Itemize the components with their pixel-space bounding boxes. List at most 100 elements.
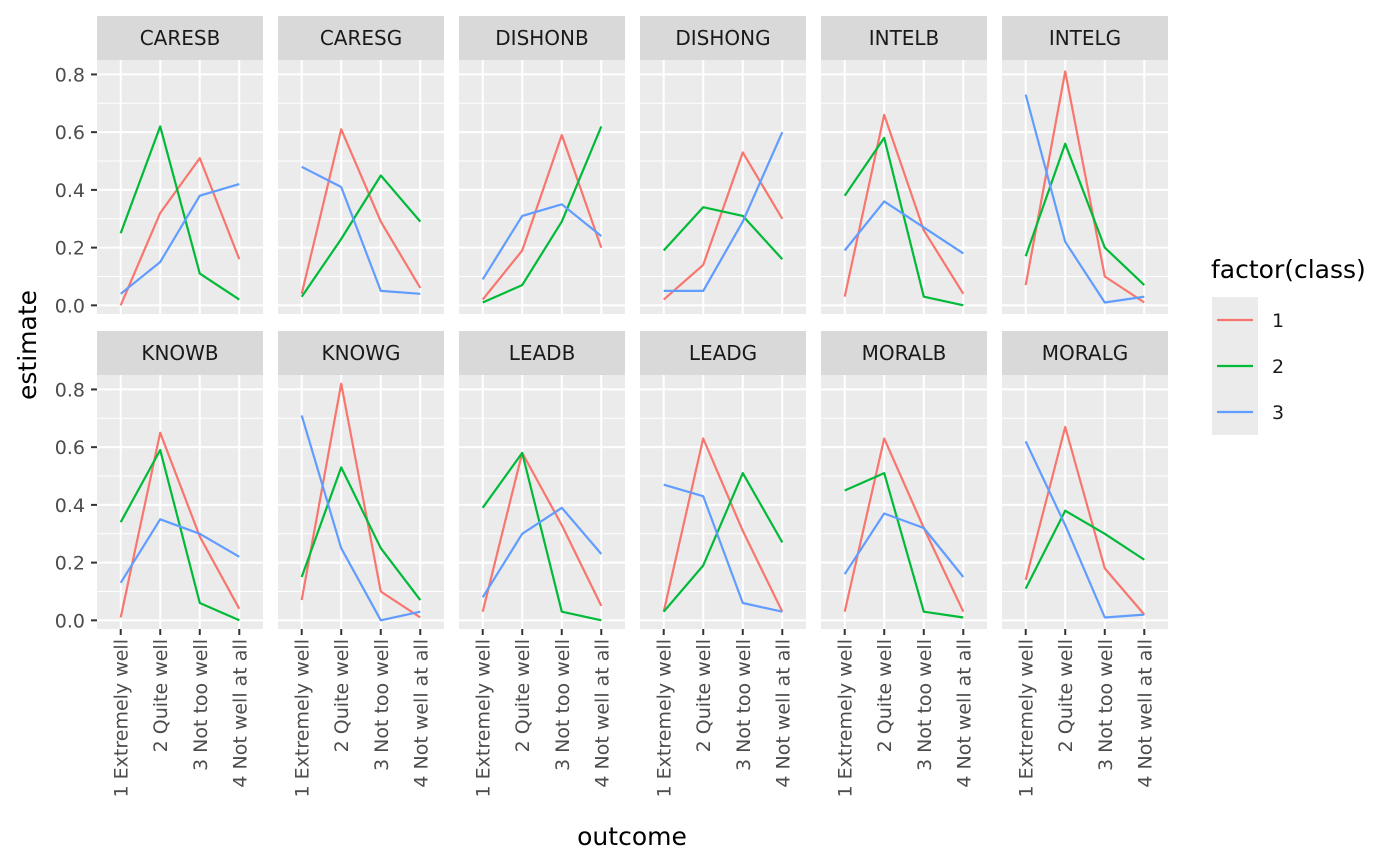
x-tick-label: 1 Extremely well (1016, 639, 1038, 797)
facet-dishonb: DISHONB (459, 16, 625, 314)
facet-strip-label: LEADG (689, 341, 757, 365)
x-tick-label: 3 Not too well (1095, 639, 1117, 771)
facet-panel-background (1002, 375, 1168, 629)
series-line-1 (662, 151, 784, 301)
facet-panel-background (821, 60, 987, 314)
facet-moralb: MORALB (821, 331, 987, 635)
series-line-2 (844, 472, 964, 619)
series-line-3 (843, 200, 964, 255)
x-tick-label: 4 Not well at all (953, 639, 975, 788)
facet-strip (640, 16, 806, 60)
y-tick-label: 0.8 (55, 379, 85, 401)
series-line-1 (300, 128, 422, 295)
facet-strip-label: CARESG (320, 26, 402, 50)
facet-strip (821, 16, 987, 60)
x-tick-label: 4 Not well at all (1134, 639, 1156, 788)
facet-knowb: KNOWB (91, 331, 263, 635)
y-axis-labels: 0.0 0.2 0.4 0.6 0.8 0.0 0.2 0.4 0.6 0.8 (55, 64, 85, 632)
x-tick-label: 4 Not well at all (229, 639, 251, 788)
series-line-3 (119, 518, 240, 584)
x-tick-label: 1 Extremely well (835, 639, 857, 797)
x-tick-label: 3 Not too well (371, 639, 393, 771)
series-line-3 (120, 183, 240, 295)
series-line-1 (662, 437, 784, 613)
facet-strip (97, 16, 263, 60)
x-tick-label: 4 Not well at all (772, 639, 794, 788)
series-line-2 (1024, 142, 1146, 286)
series-line-2 (662, 206, 784, 260)
x-tick-label: 2 Quite well (331, 639, 353, 752)
series-line-3 (301, 165, 421, 295)
x-tick-label: 3 Not too well (914, 639, 936, 771)
facet-strip-label: DISHONB (495, 26, 588, 50)
x-tick-label: 2 Quite well (512, 639, 534, 752)
series-line-1 (843, 437, 965, 613)
facet-strip-label: INTELG (1049, 26, 1121, 50)
y-tick-label: 0.0 (55, 610, 85, 632)
y-tick-label: 0.4 (55, 495, 85, 517)
x-tick-label: 4 Not well at all (410, 639, 432, 788)
series-line-1 (300, 382, 421, 619)
facet-intelg: INTELG (1002, 16, 1168, 314)
facet-panel-background (278, 60, 444, 314)
facet-panel-background (278, 375, 444, 629)
facet-strip (640, 331, 806, 375)
x-tick-label: 1 Extremely well (473, 639, 495, 797)
facet-strip (459, 331, 625, 375)
facet-panels: CARESB CARESG DISHONB DISHONG INTELB INTELG KN… (91, 16, 1168, 635)
series-line-1 (481, 451, 603, 612)
series-line-2 (300, 174, 422, 298)
facet-leadg: LEADG (640, 331, 806, 635)
x-tick-label: 2 Quite well (693, 639, 715, 752)
series-line-1 (481, 133, 603, 301)
series-line-3 (663, 131, 784, 292)
y-tick-label: 0.4 (55, 180, 85, 202)
x-tick-label: 2 Quite well (1055, 639, 1077, 752)
facet-strip-label: LEADB (509, 341, 576, 365)
facet-strip (1002, 331, 1168, 375)
legend-title: factor(class) (1211, 255, 1366, 284)
x-tick-label: 4 Not well at all (591, 639, 613, 788)
facet-strip (278, 16, 444, 60)
facet-strip (821, 331, 987, 375)
series-line-1 (119, 431, 241, 618)
facet-strip-label: KNOWG (321, 341, 400, 365)
x-tick-label: 1 Extremely well (111, 639, 133, 797)
x-axis-title: outcome (577, 822, 687, 851)
facet-strip (459, 16, 625, 60)
facet-strip (97, 331, 263, 375)
facet-knowg: KNOWG (278, 331, 444, 635)
facet-strip-label: DISHONG (675, 26, 770, 50)
facet-leadb: LEADB (459, 331, 625, 635)
legend: factor(class) 1 2 3 (1211, 255, 1366, 435)
facet-dishong: DISHONG (640, 16, 806, 314)
x-axis-labels: 1 Extremely well 2 Quite well 3 Not too we… (111, 639, 1157, 797)
y-tick-label: 0.0 (55, 295, 85, 317)
facet-panel-background (640, 60, 806, 314)
series-line-2 (119, 125, 240, 301)
series-line-1 (1024, 70, 1145, 304)
series-line-2 (1024, 509, 1145, 590)
y-axis-title: estimate (13, 290, 42, 400)
series-line-3 (663, 483, 783, 613)
y-tick-label: 0.2 (55, 553, 85, 575)
series-line-3 (481, 506, 603, 598)
facet-strip (278, 331, 444, 375)
y-tick-label: 0.8 (55, 64, 85, 86)
facet-strip-label: INTELB (869, 26, 940, 50)
facet-panel-background (459, 375, 625, 629)
series-line-3 (1024, 94, 1145, 304)
series-line-1 (1024, 425, 1146, 616)
facet-strip-label: MORALG (1042, 341, 1128, 365)
series-line-3 (300, 415, 421, 622)
legend-label-1: 1 (1272, 310, 1284, 332)
facet-moralg: MORALG (1002, 331, 1168, 635)
facet-intelb: INTELB (821, 16, 987, 314)
series-line-2 (300, 466, 422, 601)
series-line-2 (481, 451, 602, 622)
series-line-2 (482, 125, 603, 304)
facet-strip-label: CARESB (140, 26, 221, 50)
x-tick-label: 1 Extremely well (654, 639, 676, 797)
x-tick-label: 1 Extremely well (292, 639, 314, 797)
